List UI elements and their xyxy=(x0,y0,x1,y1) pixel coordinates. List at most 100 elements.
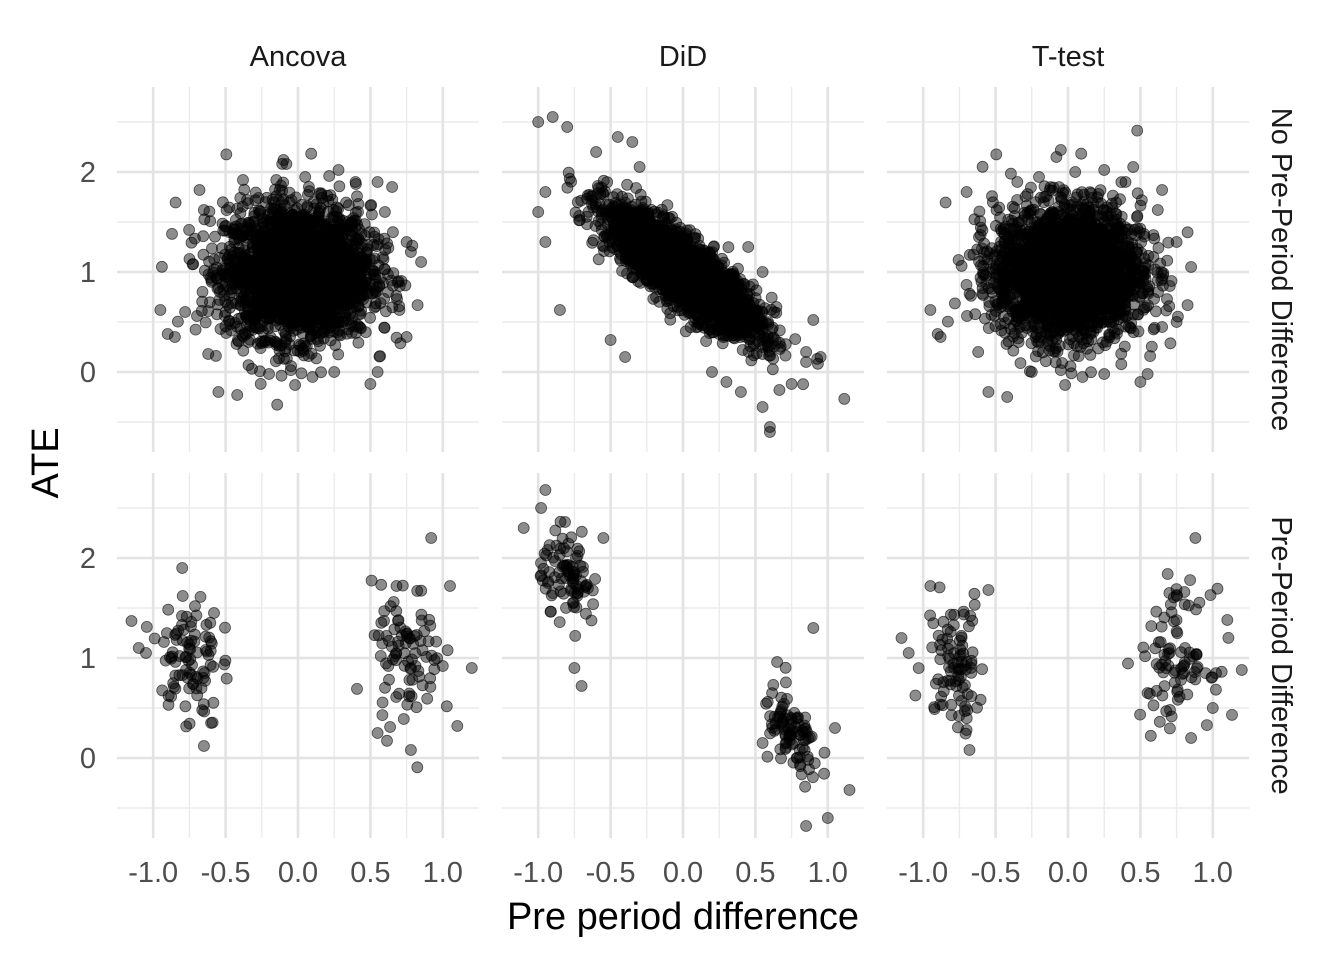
data-point xyxy=(416,257,427,268)
data-point xyxy=(335,235,346,246)
data-point xyxy=(256,321,267,332)
data-point xyxy=(265,332,276,343)
data-point xyxy=(375,351,386,362)
data-point xyxy=(617,266,628,277)
data-point xyxy=(334,181,345,192)
data-point xyxy=(194,185,205,196)
data-point xyxy=(306,148,317,159)
data-point xyxy=(351,327,362,338)
data-point xyxy=(780,339,791,350)
data-point xyxy=(210,231,221,242)
data-point xyxy=(198,231,209,242)
data-point xyxy=(331,206,342,217)
data-point xyxy=(387,182,398,193)
data-point xyxy=(331,281,342,292)
data-point xyxy=(224,241,235,252)
data-point xyxy=(198,205,209,216)
data-point xyxy=(746,355,757,366)
data-point xyxy=(249,207,260,218)
data-point xyxy=(283,312,294,323)
data-point xyxy=(356,266,367,277)
data-point xyxy=(211,270,222,281)
data-point xyxy=(190,324,201,335)
data-point xyxy=(204,297,215,308)
data-point xyxy=(205,216,216,227)
data-point xyxy=(365,200,376,211)
data-point xyxy=(238,175,249,186)
data-point xyxy=(405,247,416,258)
data-point xyxy=(365,379,376,390)
data-point xyxy=(302,201,313,212)
data-point xyxy=(186,237,197,248)
data-point xyxy=(204,256,215,267)
data-point xyxy=(299,273,310,284)
data-point xyxy=(380,306,391,317)
data-point xyxy=(717,338,728,349)
data-point xyxy=(192,311,203,322)
data-point xyxy=(285,365,296,376)
data-point xyxy=(369,302,380,313)
data-point xyxy=(255,378,266,389)
data-point xyxy=(167,228,178,239)
data-point xyxy=(401,332,412,343)
data-point xyxy=(270,252,281,263)
data-point xyxy=(353,337,364,348)
data-point xyxy=(241,224,252,235)
data-point xyxy=(296,368,307,379)
data-point xyxy=(180,307,191,318)
data-point xyxy=(307,218,318,229)
data-point xyxy=(213,283,224,294)
data-point xyxy=(156,261,167,272)
data-point xyxy=(780,350,791,361)
data-point xyxy=(284,278,295,289)
data-point xyxy=(213,387,224,398)
data-point xyxy=(379,322,390,333)
data-point xyxy=(250,187,261,198)
data-point xyxy=(329,367,340,378)
data-point xyxy=(257,283,268,294)
data-point xyxy=(839,393,850,404)
data-point xyxy=(203,349,214,360)
data-point xyxy=(239,184,250,195)
data-point xyxy=(379,293,390,304)
data-point xyxy=(297,250,308,261)
data-point xyxy=(243,337,254,348)
data-point xyxy=(296,237,307,248)
data-point xyxy=(197,286,208,297)
data-point xyxy=(264,369,275,380)
data-point xyxy=(352,191,363,202)
data-point xyxy=(257,245,268,256)
data-point xyxy=(221,149,232,160)
data-point xyxy=(299,350,310,361)
data-point xyxy=(330,317,341,328)
data-point xyxy=(300,172,311,183)
data-point xyxy=(774,385,785,396)
data-point xyxy=(220,220,231,231)
data-point xyxy=(277,185,288,196)
data-point xyxy=(303,181,314,192)
data-point xyxy=(253,226,264,237)
data-point xyxy=(582,219,593,230)
data-point xyxy=(170,197,181,208)
data-point xyxy=(382,269,393,280)
data-point xyxy=(370,269,381,280)
data-point xyxy=(333,246,344,257)
data-point xyxy=(251,261,262,272)
data-point xyxy=(354,224,365,235)
data-point xyxy=(319,219,330,230)
data-point xyxy=(281,159,292,170)
data-point xyxy=(330,340,341,351)
points-layer xyxy=(126,112,1247,832)
data-point xyxy=(228,283,239,294)
data-point xyxy=(333,165,344,176)
data-point xyxy=(372,367,383,378)
data-point xyxy=(247,303,258,314)
data-point xyxy=(227,262,238,273)
data-point xyxy=(276,223,287,234)
data-point xyxy=(285,331,296,342)
data-point xyxy=(771,302,782,313)
data-point xyxy=(184,254,195,265)
data-point xyxy=(270,297,281,308)
